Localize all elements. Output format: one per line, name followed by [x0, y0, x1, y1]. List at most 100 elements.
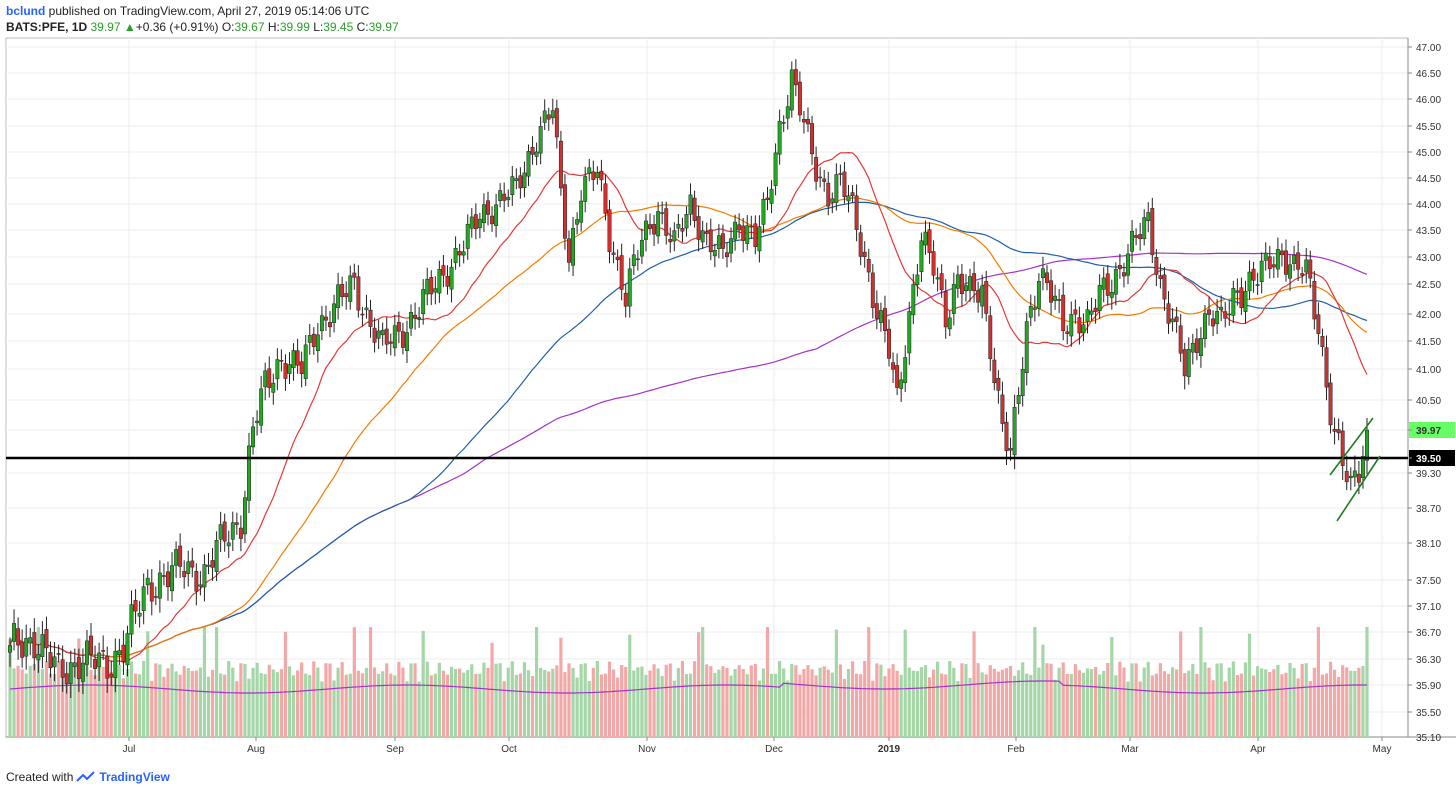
candle	[680, 228, 685, 232]
channel-upper-line[interactable]	[1329, 417, 1374, 476]
volume-bar	[765, 627, 770, 737]
volume-bar	[1357, 667, 1361, 737]
volume-bar	[782, 668, 786, 737]
candle	[757, 226, 762, 252]
symbol-label: BATS:PFE, 1D	[6, 20, 88, 34]
candle	[619, 255, 624, 290]
y-tick-label: 42.50	[1416, 280, 1441, 291]
candle	[943, 291, 948, 328]
volume-bar	[44, 661, 49, 737]
candle	[1219, 306, 1224, 311]
volume-bar	[563, 672, 567, 737]
volume-bar	[559, 637, 563, 737]
candle	[380, 329, 385, 336]
candle	[741, 225, 746, 241]
candle	[498, 190, 503, 202]
candle	[433, 288, 438, 293]
volume-bar	[138, 674, 142, 737]
candle	[1288, 264, 1292, 279]
volume-bar	[676, 668, 680, 737]
candle	[797, 81, 802, 116]
y-tick-label: 41.50	[1416, 337, 1441, 348]
candle	[611, 252, 616, 255]
candle	[903, 357, 908, 384]
candle	[299, 361, 304, 375]
volume-bar	[956, 680, 960, 737]
candle	[631, 254, 636, 267]
candle	[700, 230, 705, 243]
candle	[712, 250, 717, 257]
candle	[85, 640, 89, 665]
volume-bar	[672, 680, 676, 737]
volume-bar	[421, 630, 425, 737]
volume-bar	[842, 678, 847, 737]
candle	[615, 256, 620, 261]
username-link[interactable]: bclund	[6, 4, 46, 18]
volume-bar	[846, 669, 851, 737]
volume-bar	[697, 632, 701, 737]
candle	[1263, 252, 1268, 261]
candle	[587, 167, 592, 174]
candle	[283, 363, 288, 379]
candle	[413, 314, 418, 319]
candle	[28, 637, 33, 644]
candle	[1057, 299, 1062, 301]
volume-bar	[445, 674, 450, 737]
volume-bar	[129, 661, 134, 737]
candle	[850, 192, 855, 196]
high-value: 39.99	[279, 20, 310, 34]
volume-bar	[810, 669, 814, 737]
candle	[1004, 421, 1009, 452]
channel-lower-line[interactable]	[1336, 455, 1381, 522]
volume-bar	[16, 665, 20, 737]
volume-bar	[709, 666, 713, 737]
candle	[1170, 318, 1175, 323]
volume-bar	[871, 680, 875, 737]
volume-bar	[798, 674, 802, 737]
volume-bar	[960, 663, 964, 737]
volume-bar	[498, 663, 502, 737]
volume-bar	[1268, 671, 1272, 737]
volume-bar	[291, 675, 296, 737]
volume-bar	[543, 669, 547, 737]
volume-bar	[494, 663, 498, 737]
candle	[76, 657, 81, 679]
candle	[1203, 313, 1207, 339]
candle	[599, 170, 604, 181]
candle	[891, 362, 896, 370]
candle	[818, 176, 823, 179]
volume-bar	[352, 627, 356, 737]
candle	[980, 285, 985, 307]
candle	[429, 277, 434, 295]
candle	[137, 612, 142, 617]
x-tick-label: Apr	[1250, 744, 1266, 755]
volume-bar	[1207, 667, 1211, 737]
candle	[1332, 428, 1337, 432]
candle	[1328, 382, 1333, 426]
volume-bar	[89, 669, 93, 737]
candle	[60, 659, 65, 678]
candle	[388, 341, 393, 344]
tradingview-brand-link[interactable]: TradingView	[99, 770, 170, 784]
candle	[214, 540, 219, 572]
candle	[911, 284, 916, 316]
candle	[247, 445, 251, 501]
volume-bar	[393, 675, 397, 737]
candle	[785, 106, 790, 119]
volume-bar	[154, 663, 158, 737]
candle	[781, 122, 786, 124]
candle	[591, 171, 596, 180]
volume-bar	[1102, 670, 1106, 737]
candle	[311, 333, 316, 347]
candle	[291, 350, 296, 368]
volume-bar	[1069, 673, 1073, 737]
volume-bar	[968, 677, 972, 737]
volume-bar	[409, 663, 413, 737]
candle	[603, 183, 608, 214]
candle	[1061, 294, 1066, 331]
volume-bar	[332, 680, 336, 737]
volume-bar	[1158, 663, 1163, 737]
volume-bar	[790, 663, 794, 737]
volume-bar	[551, 668, 555, 737]
